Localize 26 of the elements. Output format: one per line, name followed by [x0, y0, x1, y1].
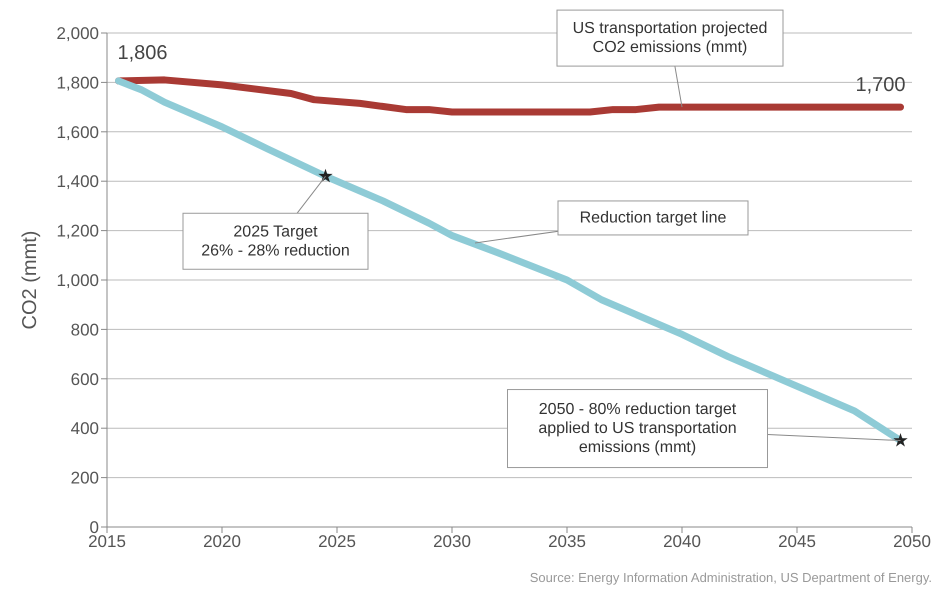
y-tick-label: 2,000: [56, 24, 99, 44]
y-tick-label: 1,400: [56, 172, 99, 192]
annotation: 2050 - 80% reduction target applied to US transportation emissions (mmt): [538, 401, 737, 456]
x-tick-label: 2020: [203, 532, 241, 552]
x-tick-label: 2040: [663, 532, 701, 552]
x-tick-label: 2025: [318, 532, 356, 552]
annotation: 2025 Target 26% - 28% reduction: [201, 223, 350, 260]
x-tick-label: 2045: [778, 532, 816, 552]
x-tick-label: 2035: [548, 532, 586, 552]
annotation: 1,806: [117, 42, 168, 64]
y-tick-label: 200: [70, 468, 99, 488]
y-tick-label: 400: [70, 419, 99, 438]
y-tick-label: 1,200: [56, 222, 99, 241]
annotation: 1,700: [855, 74, 906, 96]
y-tick-label: 1,000: [56, 271, 99, 290]
y-tick-label: 1,800: [56, 73, 99, 92]
y-tick-label: 800: [70, 320, 99, 340]
annotation: US transportation projected CO2 emissions (mmt): [572, 20, 768, 56]
y-axis-title: CO2 (mmt): [19, 230, 42, 330]
y-tick-label: 600: [70, 370, 99, 389]
source-note: Source: Energy Information Administration, US Department of Energy.: [530, 570, 932, 585]
x-tick-label: 2030: [433, 532, 471, 552]
x-tick-label: 2015: [88, 532, 126, 552]
y-tick-label: 1,600: [56, 122, 99, 142]
annotation: Reduction target line: [580, 209, 726, 226]
x-tick-label: 2050: [893, 532, 931, 552]
